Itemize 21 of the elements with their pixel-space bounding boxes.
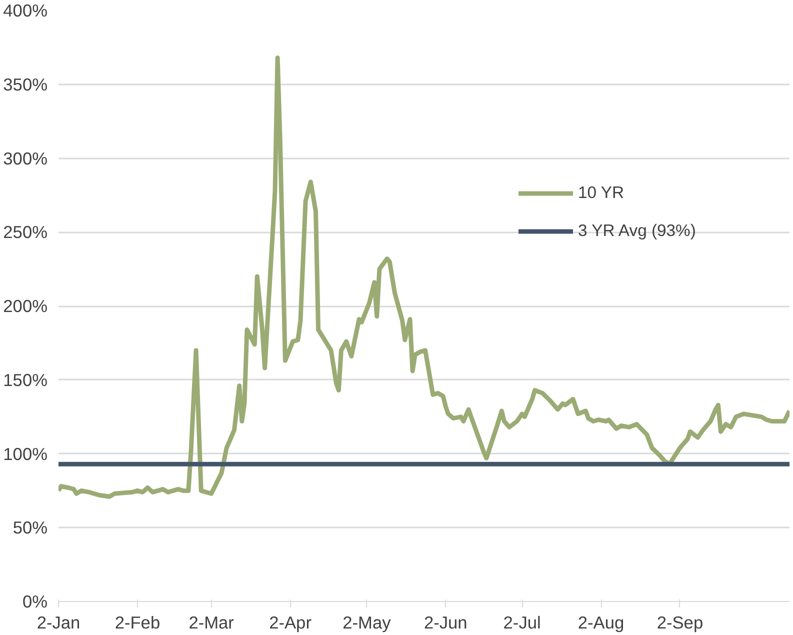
x-tick-label: 2-Jun	[424, 612, 468, 632]
line-series	[58, 56, 790, 499]
x-tick-label: 2-Feb	[114, 612, 160, 632]
x-tick-label: 2-Jul	[503, 612, 541, 632]
x-tick-label: 2-Jan	[36, 612, 80, 632]
y-tick-label: 350%	[3, 74, 48, 94]
y-tick-label: 300%	[3, 148, 48, 168]
x-tick-label: 2-Sep	[656, 612, 704, 632]
x-tick-label: 2-Mar	[188, 612, 234, 632]
y-tick-label: 100%	[3, 444, 48, 464]
x-tick-label: 2-May	[342, 612, 392, 632]
legend-label: 3 YR Avg (93%)	[578, 221, 696, 241]
y-tick-label: 400%	[3, 0, 48, 20]
y-tick-label: 0%	[22, 592, 48, 612]
y-tick-label: 50%	[12, 518, 48, 538]
x-tick-label: 2-Aug	[578, 612, 624, 632]
x-tick-label: 2-Apr	[269, 612, 312, 632]
legend-label: 10 YR	[578, 183, 624, 203]
y-tick-label: 150%	[3, 370, 48, 390]
y-tick-label: 250%	[3, 222, 48, 242]
y-tick-label: 200%	[3, 296, 48, 316]
